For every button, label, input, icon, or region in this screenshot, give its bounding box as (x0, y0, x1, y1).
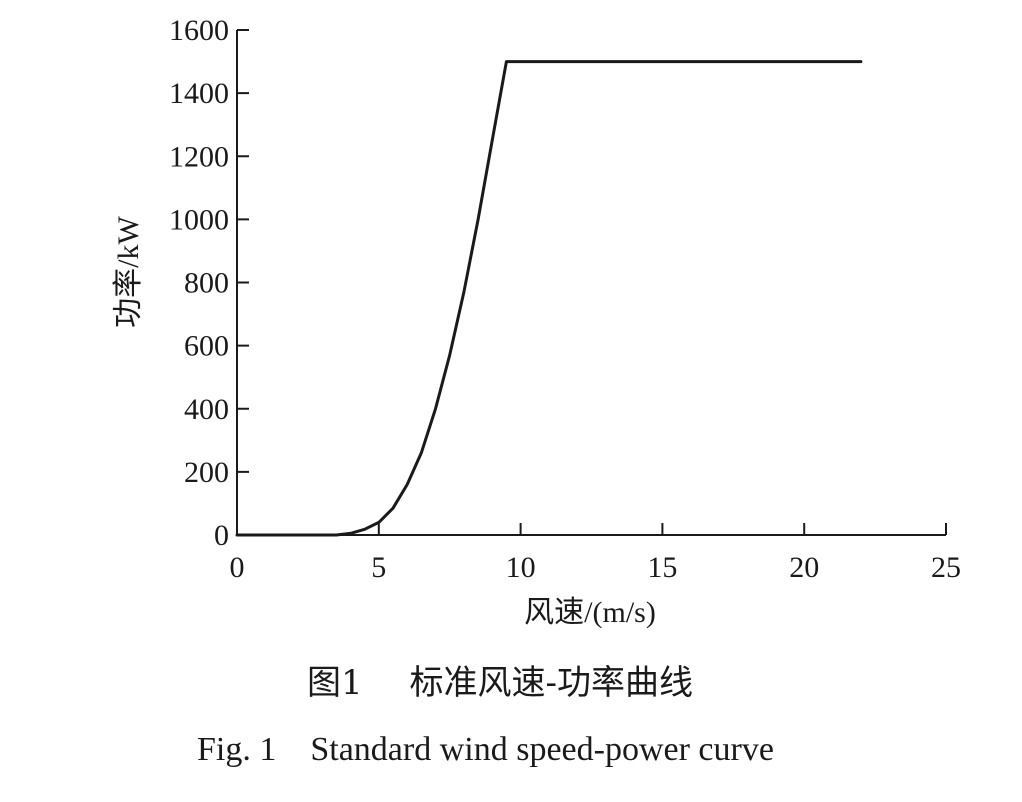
series-layer (235, 60, 863, 537)
y-tick-label: 1600 (169, 14, 229, 47)
x-tick-label: 20 (789, 551, 819, 584)
x-tick-label: 5 (371, 551, 386, 584)
y-tick-label: 1200 (169, 140, 229, 173)
x-axis-label: 风速/(m/s) (524, 596, 656, 629)
y-axis-label: 功率/kW (112, 215, 145, 327)
y-tick-label: 600 (184, 330, 229, 363)
y-tick-label: 200 (184, 456, 229, 489)
y-tick-label: 800 (184, 267, 229, 300)
x-tick-label: 0 (230, 551, 245, 584)
caption-title-cn: 标准风速-功率曲线 (409, 663, 693, 703)
power-curve-line (235, 60, 863, 537)
figure-caption-en: Fig. 1 Standard wind speed-power curve (197, 731, 774, 768)
caption-figure-number: 图1 (307, 663, 363, 703)
y-tick-label: 0 (214, 519, 229, 552)
y-ticks: 0 200 400 600 800 1000 1200 1400 1600 (169, 14, 249, 552)
x-tick-label: 10 (506, 551, 536, 584)
y-tick-label: 1000 (169, 203, 229, 236)
y-tick-label: 400 (184, 393, 229, 426)
y-tick-label: 1400 (169, 77, 229, 110)
chart-axes (236, 30, 946, 536)
x-tick-label: 25 (931, 551, 961, 584)
x-tick-label: 15 (647, 551, 677, 584)
figure-caption-cn: 图1 标准风速-功率曲线 (307, 663, 693, 703)
x-ticks: 0 5 10 15 20 25 (230, 523, 961, 584)
